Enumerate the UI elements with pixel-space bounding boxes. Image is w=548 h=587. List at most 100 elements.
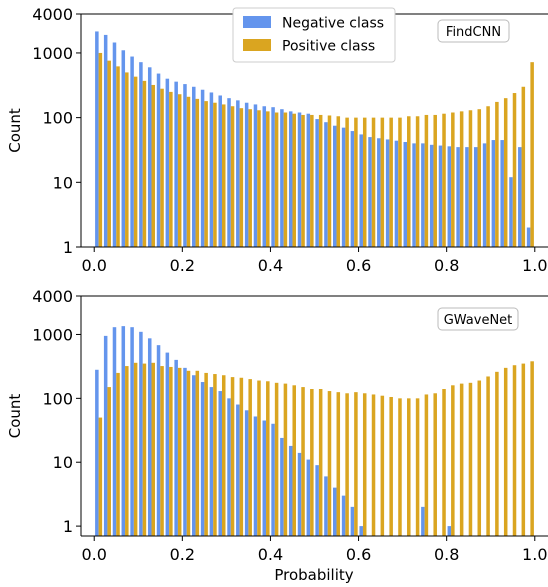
findcnn-ytick-label: 4000: [32, 5, 73, 24]
gwavenet-bar-negative-37: [421, 506, 425, 536]
findcnn-bar-positive-13: [213, 102, 217, 247]
findcnn-badge-frame: [437, 19, 510, 43]
findcnn-bar-negative-15: [227, 98, 231, 247]
findcnn-y-ticks: 1 10 100 1000 4000: [32, 5, 81, 257]
gwavenet-bar-positive-12: [204, 372, 208, 536]
gwavenet-xtick-label: 0.8: [434, 545, 459, 564]
findcnn-bar-negative-30: [359, 134, 363, 247]
gwavenet-badge-frame: [437, 307, 519, 331]
gwavenet-bar-positive-25: [318, 389, 323, 536]
findcnn-ytick-label: 100: [42, 109, 73, 128]
findcnn-bar-negative-4: [130, 56, 134, 247]
findcnn-bar-negative-7: [156, 73, 161, 247]
x-axis-label: Probability: [274, 566, 353, 584]
gwavenet-y-ticks: 1 10 100 1000 4000: [32, 287, 81, 536]
findcnn-bar-positive-15: [230, 106, 235, 248]
gwavenet-bar-positive-48: [521, 363, 526, 536]
findcnn-bar-positive-0: [98, 52, 103, 247]
findcnn-ytick-label: 1: [63, 238, 73, 257]
findcnn-bar-negative-22: [288, 111, 293, 247]
findcnn-bar-negative-25: [315, 119, 319, 247]
gwavenet-ytick-label: 1: [63, 517, 73, 536]
gwavenet-bar-positive-6: [151, 362, 156, 536]
findcnn-bar-negative-10: [183, 84, 187, 247]
gwavenet-bar-positive-1: [107, 387, 111, 536]
findcnn-bar-negative-18: [253, 104, 258, 248]
findcnn-xtick-label: 0.4: [258, 256, 283, 275]
gwavenet-badge: GWaveNet: [437, 307, 519, 331]
gwavenet-bar-positive-34: [398, 398, 402, 536]
findcnn-badge: FindCNN: [437, 19, 510, 43]
findcnn-bar-positive-7: [160, 88, 164, 248]
gwavenet-xtick-label: 0.6: [346, 545, 371, 564]
findcnn-bar-positive-17: [248, 109, 252, 247]
findcnn-bar-negative-49: [526, 227, 531, 247]
gwavenet-bar-positive-22: [292, 385, 296, 536]
findcnn-bar-positive-24: [310, 114, 314, 247]
findcnn-xtick-label: 1.0: [522, 256, 547, 275]
findcnn-bar-positive-10: [186, 96, 191, 247]
gwavenet-x-ticks: 0.0 0.2 0.4 0.6 0.8 1.0: [81, 536, 548, 564]
findcnn-bar-positive-9: [177, 94, 182, 247]
findcnn-bar-negative-41: [456, 147, 460, 247]
findcnn-bar-positive-29: [354, 117, 358, 247]
findcnn-bar-negative-37: [421, 143, 425, 247]
findcnn-bar-negative-46: [500, 140, 504, 247]
findcnn-bar-positive-18: [257, 110, 261, 247]
gwavenet-bar-negative-15: [227, 398, 231, 536]
gwavenet-bar-positive-33: [389, 396, 393, 536]
findcnn-bar-positive-38: [433, 114, 437, 247]
gwavenet-bar-negative-4: [130, 327, 134, 536]
findcnn-bar-negative-28: [341, 127, 346, 247]
gwavenet-bar-negative-8: [165, 352, 170, 536]
findcnn-bar-negative-12: [200, 89, 205, 247]
gwavenet-bar-positive-23: [301, 387, 305, 536]
gwavenet-bar-positive-10: [186, 370, 191, 536]
findcnn-bar-negative-40: [447, 146, 452, 247]
gwavenet-bar-positive-26: [327, 391, 332, 536]
legend-label-positive: Positive class: [282, 39, 375, 55]
gwavenet-bar-negative-28: [341, 495, 346, 536]
gwavenet-bar-negative-2: [112, 327, 117, 536]
legend-swatch-negative: [243, 16, 271, 28]
findcnn-bar-negative-16: [236, 100, 240, 247]
findcnn-bar-positive-40: [451, 112, 455, 247]
gwavenet-bar-positive-2: [116, 372, 120, 536]
findcnn-xtick-label: 0.2: [170, 256, 195, 275]
gwavenet-bar-negative-12: [200, 382, 205, 536]
gwavenet-bar-positive-49: [530, 361, 534, 536]
gwavenet-bar-positive-8: [169, 366, 173, 536]
gwavenet-bar-negative-19: [262, 420, 267, 536]
findcnn-bar-negative-2: [112, 42, 117, 248]
gwavenet-bar-positive-19: [266, 381, 270, 536]
legend: Negative class Positive class: [232, 7, 396, 63]
findcnn-bar-positive-2: [116, 66, 120, 248]
findcnn-bar-negative-23: [297, 112, 302, 247]
gwavenet-bar-positive-5: [142, 363, 147, 536]
gwavenet-bar-positive-40: [451, 385, 455, 536]
findcnn-bar-negative-11: [192, 86, 196, 248]
findcnn-bar-positive-47: [512, 93, 517, 247]
findcnn-bar-negative-43: [473, 147, 478, 247]
findcnn-x-ticks: 0.0 0.2 0.4 0.6 0.8 1.0: [81, 247, 548, 275]
gwavenet-bar-negative-21: [280, 437, 284, 536]
findcnn-bar-positive-45: [495, 101, 499, 247]
findcnn-bar-negative-35: [403, 142, 408, 247]
findcnn-bar-positive-48: [521, 86, 526, 248]
gwavenet-bar-positive-7: [160, 366, 164, 536]
gwavenet-bar-negative-0: [95, 369, 99, 536]
findcnn-bar-positive-30: [362, 117, 367, 247]
findcnn-bar-negative-48: [518, 147, 522, 247]
gwavenet-bar-negative-1: [103, 335, 108, 536]
gwavenet-bar-positive-16: [239, 377, 244, 536]
gwavenet-bar-positive-30: [362, 393, 367, 536]
gwavenet-bar-positive-35: [407, 398, 411, 536]
gwavenet-bar-negative-6: [147, 338, 152, 536]
gwavenet-bar-negative-16: [236, 404, 240, 536]
gwavenet-bar-negative-30: [359, 526, 363, 536]
gwavenet-bar-negative-5: [139, 331, 143, 536]
findcnn-xtick-label: 0.0: [81, 256, 106, 275]
gwavenet-bar-negative-25: [315, 465, 319, 536]
